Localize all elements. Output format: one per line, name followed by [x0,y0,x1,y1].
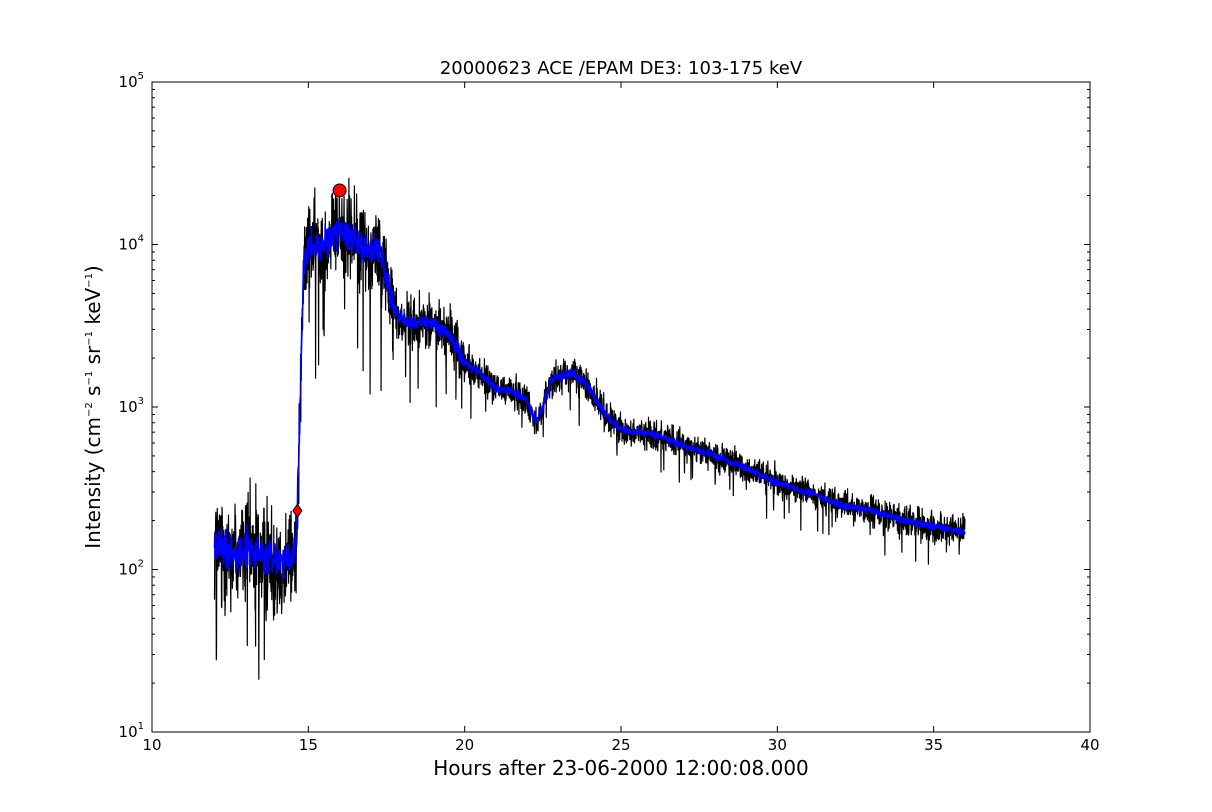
y-label-prefix: Intensity (cm [81,417,105,549]
y-tick-base: 10 [119,236,138,254]
y-tick-base: 10 [119,398,138,416]
y-tick-base: 10 [119,73,138,91]
y-label-s: s [81,386,105,403]
y-tick-exp: 2 [138,559,144,570]
x-axis-label: Hours after 23-06-2000 12:00:08.000 [433,756,809,780]
y-label-exp-s: −1 [84,371,95,386]
x-tick-label: 30 [768,736,787,754]
marker-layer [292,183,347,519]
y-tick-base: 10 [119,723,138,741]
y-tick-exp: 4 [138,234,144,245]
x-tick-label: 15 [299,736,318,754]
x-tick-label: 25 [611,736,630,754]
y-tick-exp: 5 [138,71,144,82]
y-tick-exp: 1 [138,721,144,732]
y-tick-label: 103 [119,396,144,416]
y-tick-label: 102 [119,559,144,579]
y-label-suffix: ) [81,265,105,273]
onset-marker [292,503,303,519]
series-smoothed-line [213,216,966,580]
y-label-sr: sr [81,345,105,371]
x-tick-label: 35 [924,736,943,754]
peak-marker [332,183,347,198]
x-axis-ticks: 10 15 20 25 30 35 40 [142,82,1100,754]
x-tick-label: 20 [455,736,474,754]
y-axis-label: Intensity (cm−2 s−1 sr−1 keV−1) [81,265,105,549]
x-tick-label: 10 [142,736,161,754]
y-tick-label: 104 [119,234,144,254]
y-label-exp-cm: −2 [84,402,95,417]
y-label-exp-kev: −1 [84,273,95,288]
y-tick-base: 10 [119,561,138,579]
y-tick-label: 101 [119,721,144,741]
y-label-kev: keV [81,287,105,331]
chart-title: 20000623 ACE /EPAM DE3: 103-175 keV [440,58,803,79]
y-tick-exp: 3 [138,396,144,407]
x-tick-label: 40 [1080,736,1099,754]
y-label-exp-sr: −1 [84,331,95,346]
series-layer [213,177,966,680]
y-tick-label: 105 [119,71,144,91]
